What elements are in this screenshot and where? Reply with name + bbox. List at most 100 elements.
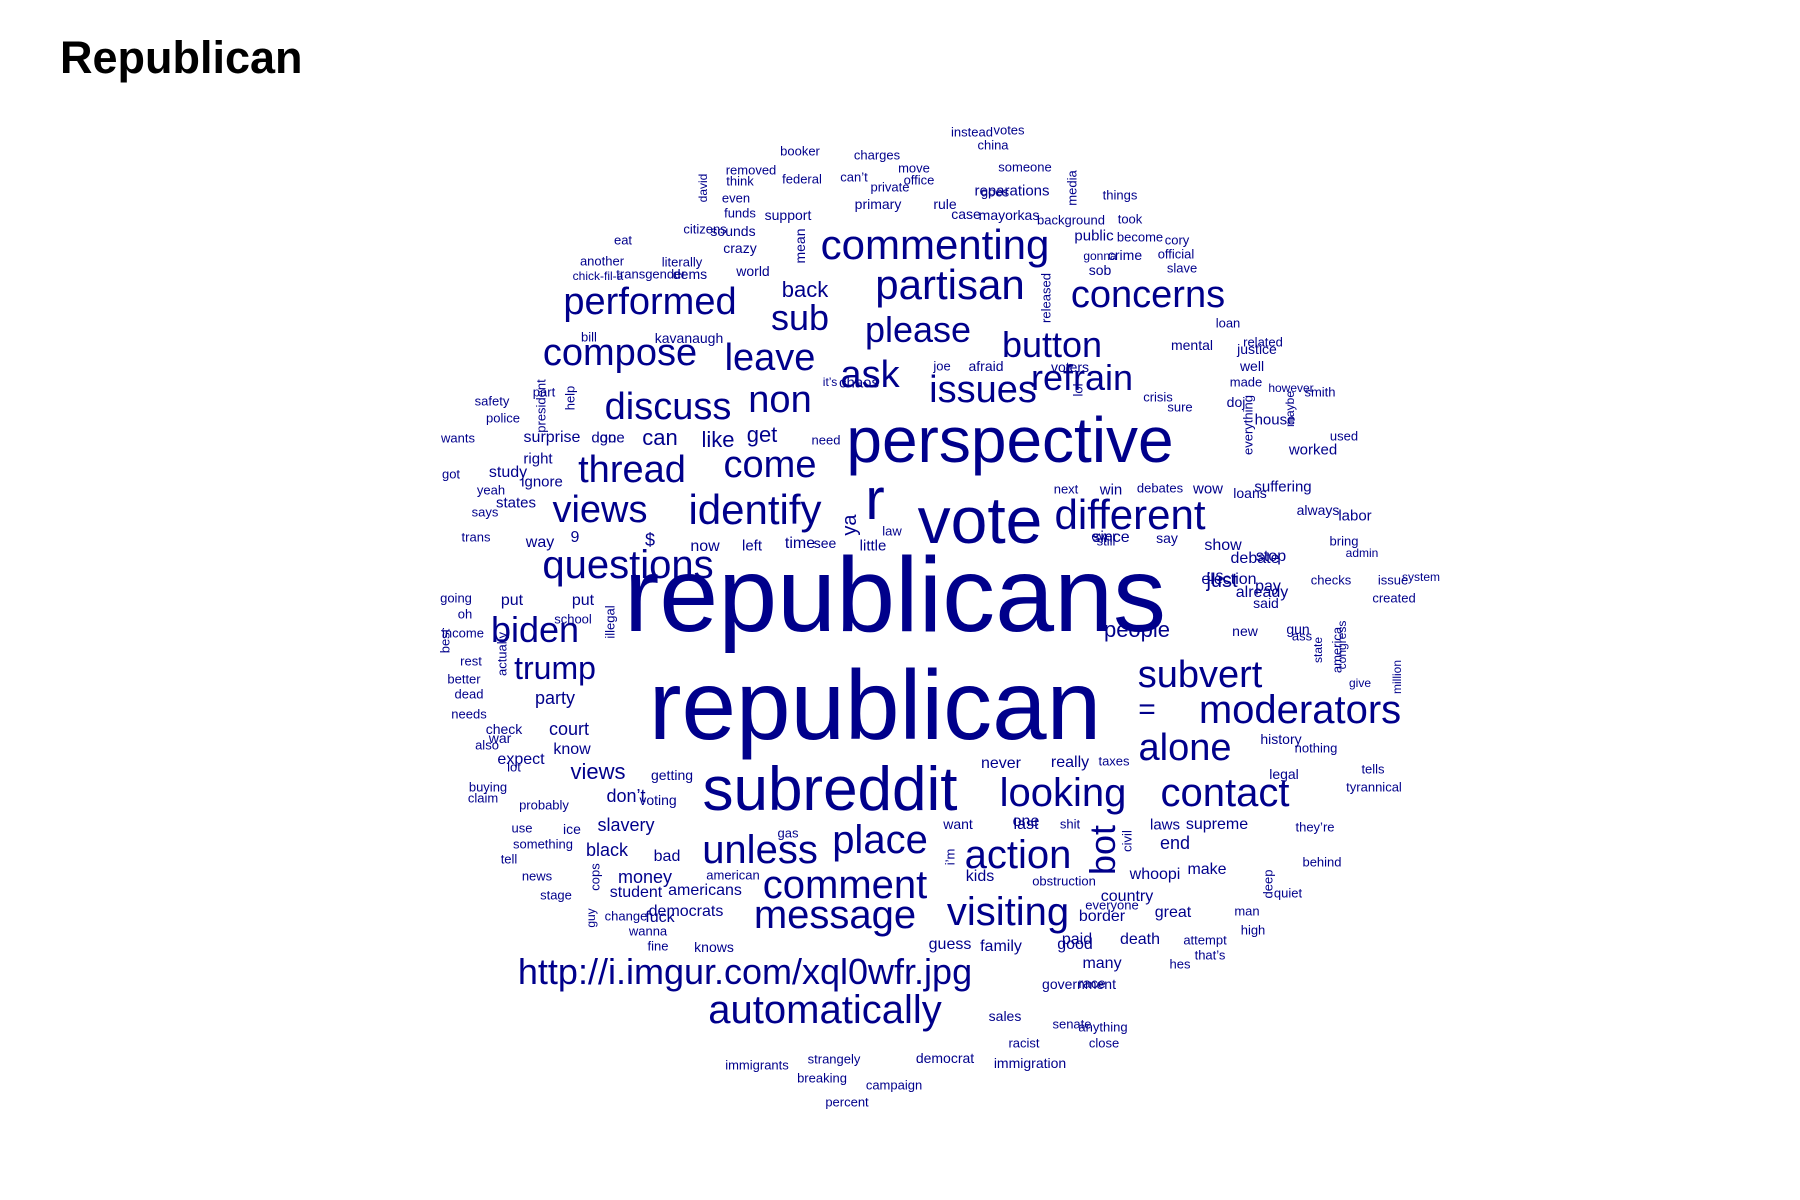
cloud-word: republican	[648, 650, 1102, 760]
cloud-word: bad	[653, 848, 681, 865]
cloud-word: guess	[928, 936, 972, 953]
cloud-word: things	[1102, 187, 1138, 203]
cloud-word: loans	[1233, 485, 1267, 501]
cloud-word: gun	[1286, 621, 1310, 637]
cloud-word: can	[642, 425, 678, 450]
cloud-word: chick-fil-a	[572, 269, 624, 283]
cloud-word: that’s	[1194, 947, 1226, 963]
cloud-word: it’s	[822, 375, 838, 389]
cloud-word: tells	[1361, 761, 1385, 777]
cloud-word: needs	[451, 706, 487, 722]
cloud-word: sub	[770, 297, 830, 338]
cloud-word: compose	[542, 332, 698, 374]
cloud-word: $	[644, 530, 656, 550]
cloud-word: everyone	[1085, 897, 1139, 913]
cloud-word: become	[1116, 229, 1164, 245]
cloud-word: get	[746, 422, 778, 447]
cloud-word: eat	[613, 232, 633, 248]
cloud-word: r	[865, 467, 885, 532]
cloud-word: joe	[933, 358, 951, 374]
cloud-word: house	[1254, 411, 1296, 429]
cloud-word: contact	[1160, 771, 1290, 815]
cloud-word: david	[696, 173, 710, 203]
cloud-word: new	[1232, 623, 1258, 639]
cloud-word: votes	[993, 122, 1025, 138]
cloud-word: probably	[519, 797, 569, 813]
cloud-word: world	[736, 263, 770, 279]
cloud-word: kavanaugh	[654, 330, 724, 346]
cloud-word: even	[721, 190, 751, 206]
cloud-word: like	[701, 427, 735, 452]
cloud-word: charges	[853, 147, 901, 163]
cloud-word: removed	[725, 162, 777, 178]
cloud-word: wow	[1192, 480, 1224, 498]
cloud-word: lot	[507, 759, 521, 775]
cloud-word: immigration	[993, 1055, 1067, 1071]
cloud-word: can’t	[840, 169, 868, 185]
cloud-word: great	[1154, 904, 1192, 921]
cloud-word: always	[1296, 502, 1340, 518]
cloud-word: worked	[1288, 441, 1338, 459]
cloud-word: taxes	[1098, 753, 1130, 769]
cloud-word: slavery	[597, 815, 655, 835]
cloud-word: right	[523, 450, 553, 468]
cloud-word: goes	[980, 184, 1010, 200]
cloud-word: just	[1206, 570, 1238, 592]
cloud-word: ask	[840, 354, 900, 396]
cloud-word: media	[1064, 170, 1080, 206]
cloud-word: subreddit	[702, 755, 958, 824]
cloud-word: partisan	[875, 261, 1025, 308]
cloud-word: already	[1235, 584, 1289, 601]
cloud-word: admin	[1345, 546, 1379, 560]
cloud-word: school	[554, 611, 592, 627]
cloud-word: views	[552, 489, 648, 531]
cloud-word: performed	[563, 281, 737, 323]
cloud-word: mayorkas	[978, 207, 1040, 223]
cloud-word: best	[437, 628, 453, 654]
cloud-word: related	[1243, 334, 1283, 350]
cloud-word: little	[859, 537, 887, 555]
cloud-word: action	[964, 833, 1072, 877]
cloud-word: vote	[917, 483, 1043, 557]
cloud-word: civil	[1119, 830, 1135, 852]
cloud-word: come	[723, 444, 817, 486]
cloud-word: lol	[1070, 383, 1086, 397]
cloud-word: better	[447, 671, 481, 687]
cloud-word: country	[1100, 888, 1154, 905]
cloud-word: alone	[1138, 727, 1232, 769]
cloud-word: done	[591, 429, 625, 447]
cloud-word: immigrants	[725, 1057, 789, 1073]
cloud-word: used	[1329, 428, 1359, 444]
cloud-word: stage	[540, 887, 572, 903]
cloud-word: instead	[951, 124, 993, 140]
cloud-word: justice	[1237, 341, 1277, 357]
cloud-word: gonna	[1083, 249, 1117, 263]
cloud-word: laws	[1149, 816, 1181, 834]
cloud-word: close	[1088, 1035, 1120, 1051]
cloud-word: don’t	[606, 786, 646, 806]
cloud-word: sales	[988, 1008, 1022, 1024]
cloud-word: loan	[1215, 315, 1241, 331]
cloud-word: way	[525, 534, 555, 551]
cloud-word: crime	[1107, 247, 1143, 263]
cloud-word: paid	[1061, 931, 1093, 948]
cloud-word: gas	[777, 825, 799, 841]
cloud-word: system	[1401, 570, 1441, 584]
cloud-word: maybe	[1283, 390, 1297, 428]
cloud-word: comment	[762, 863, 928, 907]
cloud-word: family	[980, 938, 1022, 955]
cloud-word: help	[562, 385, 578, 411]
cloud-word: place	[832, 818, 928, 862]
cloud-word: looking	[999, 771, 1127, 815]
cloud-word: behind	[1302, 854, 1342, 870]
cloud-word: quiet	[1273, 885, 1303, 901]
cloud-word: back	[781, 277, 829, 302]
cloud-word: china	[977, 137, 1009, 153]
cloud-word: thread	[578, 449, 686, 491]
cloud-word: leave	[724, 337, 816, 379]
cloud-word: commenting	[820, 221, 1050, 268]
cloud-word: issues	[929, 369, 1037, 411]
cloud-word: ignore	[521, 473, 563, 491]
cloud-word: attempt	[1183, 932, 1227, 948]
